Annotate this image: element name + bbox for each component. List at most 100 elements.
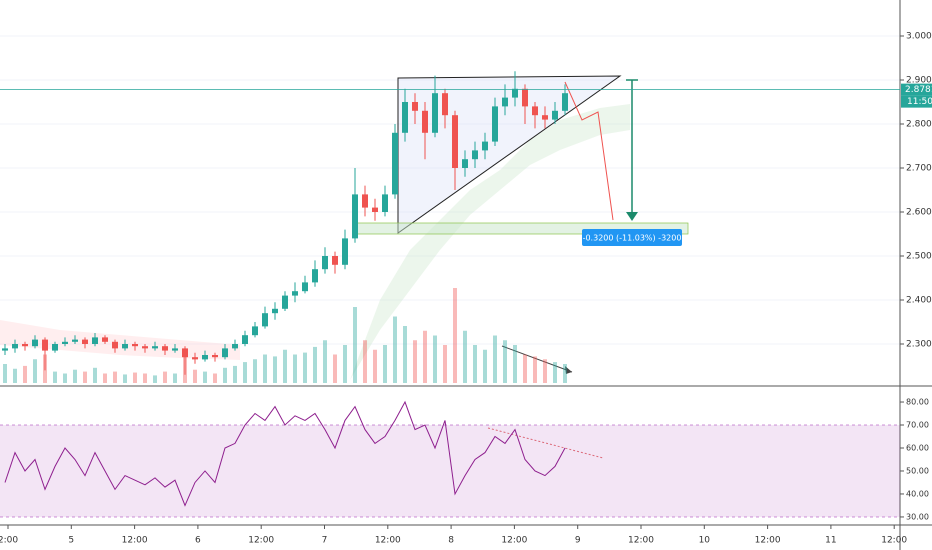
- candle-body: [292, 291, 298, 296]
- volume-bar: [253, 359, 257, 383]
- candle-body: [372, 207, 378, 212]
- y-tick-label: 2.6000: [906, 207, 932, 217]
- x-tick-label: 11: [825, 536, 836, 546]
- candle-body: [82, 339, 88, 344]
- candle-body: [282, 295, 288, 309]
- candle-body: [332, 255, 338, 265]
- y-tick-label: 3.0000: [906, 31, 932, 41]
- y-tick-label: 40.00: [906, 489, 929, 498]
- candle-body: [182, 348, 188, 358]
- volume-bar: [263, 354, 267, 383]
- volume-bar: [353, 307, 357, 383]
- candle-body: [382, 194, 388, 212]
- volume-bar: [13, 368, 17, 383]
- candle-body: [462, 159, 468, 168]
- volume-bar: [293, 354, 297, 383]
- volume-bar: [283, 349, 287, 383]
- volume-bar: [343, 345, 347, 383]
- volume-bar: [103, 373, 107, 383]
- y-tick-label: 80.00: [906, 398, 929, 407]
- volume-bar: [33, 359, 37, 383]
- y-tick-label: 2.3000: [906, 339, 932, 349]
- candle-body: [542, 115, 548, 120]
- x-tick-label: 12:00: [375, 536, 401, 546]
- candle-body: [112, 341, 118, 349]
- forecast-path: [564, 81, 614, 221]
- x-tick-label: 12:00: [122, 536, 148, 546]
- candle-body: [12, 343, 18, 349]
- candle-body: [552, 110, 558, 120]
- candle-body: [472, 150, 478, 160]
- cloud-red: [0, 320, 240, 360]
- x-tick-label: 12:00: [881, 536, 907, 546]
- candle-body: [512, 88, 518, 98]
- y-tick-label: 2.7000: [906, 163, 932, 173]
- candle-body: [132, 343, 138, 347]
- candle-body: [322, 255, 328, 270]
- candle-body: [142, 346, 148, 349]
- volume-bar: [143, 373, 147, 383]
- volume-bar: [493, 335, 497, 383]
- candle-body: [202, 354, 208, 360]
- candle-body: [302, 282, 308, 292]
- volume-bar: [373, 349, 377, 383]
- candle-body: [482, 141, 488, 151]
- volume-bar: [193, 369, 197, 383]
- volume-bar: [463, 330, 467, 383]
- volume-bar: [133, 372, 137, 383]
- candle-body: [232, 343, 238, 349]
- x-tick-label: 6: [195, 536, 201, 546]
- volume-bar: [223, 367, 227, 383]
- x-tick-label: 12:00: [755, 536, 781, 546]
- volume-bar: [153, 375, 157, 383]
- y-tick-label: 50.00: [906, 466, 929, 475]
- candle-body: [502, 97, 508, 107]
- candle-body: [92, 337, 98, 344]
- volume-bar: [233, 365, 237, 383]
- volume-bar: [413, 340, 417, 383]
- candle-body: [52, 343, 58, 351]
- candle-body: [262, 313, 268, 327]
- countdown-label: 11:50: [907, 97, 932, 107]
- x-tick-label: 12:00: [628, 536, 654, 546]
- volume-divergence-head: [565, 366, 572, 374]
- candle-body: [392, 132, 398, 195]
- volume-bar: [123, 374, 127, 383]
- volume-bar: [213, 373, 217, 383]
- volume-bar: [53, 371, 57, 383]
- y-tick-label: 70.00: [906, 421, 929, 430]
- volume-bar: [303, 352, 307, 383]
- cloud: [350, 104, 630, 380]
- volume-bar: [513, 345, 517, 383]
- candle-body: [412, 101, 418, 111]
- volume-bar: [443, 345, 447, 383]
- volume-bar: [433, 335, 437, 383]
- volume-bar: [113, 371, 117, 383]
- y-tick-label: 30.00: [906, 512, 929, 521]
- candle-body: [562, 93, 568, 111]
- x-tick-label: 10: [699, 536, 711, 546]
- x-tick-label: 12:00: [248, 536, 274, 546]
- rsi-line: [4, 400, 566, 507]
- candle-body: [492, 106, 498, 142]
- candle-body: [312, 269, 318, 283]
- volume-bar: [393, 316, 397, 383]
- candle-body: [122, 343, 128, 349]
- candle-body: [402, 101, 408, 133]
- candle-body: [222, 348, 228, 358]
- volume-bar: [93, 367, 97, 383]
- candle-body: [102, 337, 108, 342]
- measure-label: -0.3200 (-11.03%) -3200: [583, 234, 682, 243]
- volume-bar: [323, 340, 327, 383]
- volume-bar: [203, 371, 207, 383]
- measure-box: [582, 229, 682, 246]
- rsi-band: [0, 425, 900, 517]
- candle-body: [42, 339, 48, 351]
- y-tick-label: 2.5000: [906, 251, 932, 261]
- x-tick-label: 9: [575, 536, 581, 546]
- x-tick-label: 5: [68, 536, 74, 546]
- candle-body: [252, 326, 258, 336]
- volume-bar: [563, 364, 567, 383]
- volume-bar: [23, 365, 27, 383]
